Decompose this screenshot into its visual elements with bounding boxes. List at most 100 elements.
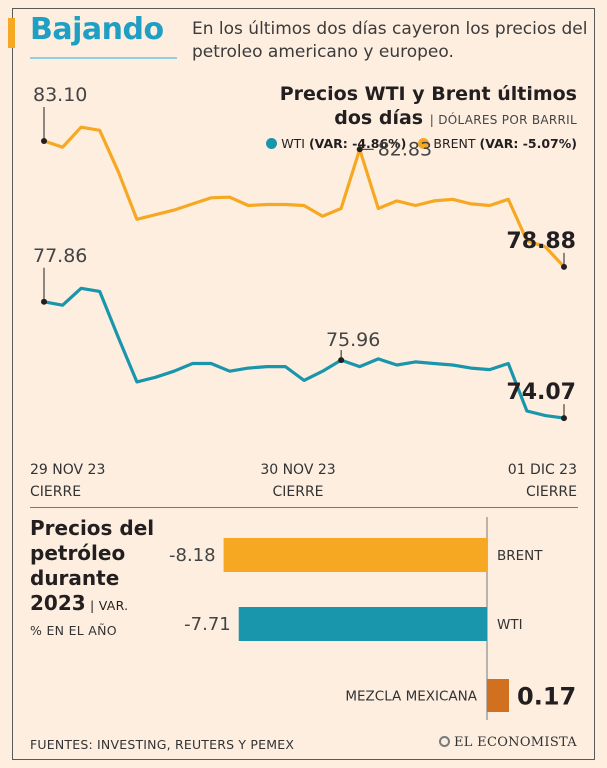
legend-wti-name: WTI <box>281 136 305 151</box>
point-brent-18 <box>377 207 380 210</box>
bar-0 <box>223 538 487 572</box>
publisher-logo: EL ECONOMISTA <box>439 735 577 750</box>
page-title: Bajando <box>30 12 164 47</box>
x-label-3: 01 DIC 23 CIERRE <box>508 459 577 503</box>
point-brent-21 <box>433 200 435 202</box>
x-label-3-sub: CIERRE <box>525 484 577 500</box>
annotation-wti-16: 75.96 <box>326 329 380 364</box>
legend-item-wti: WTI (VAR: -4.86%) <box>266 136 410 151</box>
bar-category-label-2: MEZCLA MEXICANA <box>345 689 477 705</box>
point-brent-19 <box>396 200 398 202</box>
point-brent-2 <box>80 126 82 128</box>
x-label-1-sub: CIERRE <box>30 484 82 500</box>
annotation-wti-28: 74.07 <box>506 380 576 422</box>
chart-legend: WTI (VAR: -4.86%) BRENT (VAR: -5.07%) <box>258 136 577 151</box>
point-wti-21 <box>433 362 435 365</box>
point-brent-14 <box>303 204 305 207</box>
annotation-brent-0: 83.10 <box>33 84 87 145</box>
point-wti-7 <box>173 370 175 373</box>
line-chart-title-text: Precios WTI y Brent últimos dos días <box>279 83 577 129</box>
point-wti-15 <box>321 370 324 373</box>
point-brent-8 <box>191 203 194 205</box>
section-divider <box>30 507 578 508</box>
point-wti-5 <box>136 381 138 383</box>
annotation-label: 74.07 <box>506 380 576 405</box>
point-brent-1 <box>61 146 64 148</box>
x-label-3-date: 01 DIC 23 <box>507 462 577 478</box>
wti-legend-dot <box>266 138 278 149</box>
point-wti-10 <box>228 370 231 373</box>
point-wti-24 <box>488 368 491 371</box>
point-wti-23 <box>470 367 472 369</box>
point-wti-3 <box>98 290 101 293</box>
x-label-2-date: 30 NOV 23 <box>260 462 336 478</box>
point-brent-25 <box>507 198 510 201</box>
point-brent-26 <box>526 239 528 242</box>
point-wti-17 <box>358 365 361 368</box>
point-wti-26 <box>526 410 528 412</box>
bar-group-2: 0.17 MEZCLA MEXICANA <box>345 679 576 712</box>
bar-chart-unit-line2: % EN EL AÑO <box>30 623 117 638</box>
x-label-2: 30 NOV 23 CIERRE <box>256 459 340 503</box>
sources-footer: FUENTES: INVESTING, REUTERS Y PEMEX <box>30 737 295 752</box>
point-wti-12 <box>266 365 268 368</box>
line-chart-unit: | DÓLARES POR BARRIL <box>429 113 577 127</box>
x-label-2-sub: CIERRE <box>272 484 324 500</box>
bar-value-label-1: -7.71 <box>184 614 231 635</box>
point-brent-23 <box>470 203 472 205</box>
annotation-label: 83.10 <box>33 84 87 106</box>
point-brent-7 <box>173 209 175 211</box>
point-wti-27 <box>544 414 547 417</box>
logo-mark-icon <box>439 736 451 747</box>
point-brent-27 <box>544 246 547 248</box>
point-wti-22 <box>451 364 454 366</box>
infographic-frame <box>12 8 595 760</box>
point-brent-10 <box>228 196 231 198</box>
point-brent-13 <box>284 203 287 206</box>
point-brent-11 <box>247 204 250 207</box>
annotation-brent-17: 82.83 <box>356 138 432 160</box>
annotation-label: 82.83 <box>378 138 432 160</box>
annotation-wti-0: 77.86 <box>33 245 87 305</box>
point-wti-8 <box>191 362 194 365</box>
bar-category-label-0: BRENT <box>497 548 543 564</box>
point-wti-20 <box>414 361 417 363</box>
annotation-label: 77.86 <box>33 245 87 267</box>
annotation-label: 78.88 <box>506 229 576 254</box>
point-wti-13 <box>284 365 287 368</box>
price-line-chart: 83.10 82.83 78.88 77.86 75.96 74.07 <box>33 84 576 422</box>
legend-brent-name: BRENT <box>433 136 476 151</box>
bar-group-1: -7.71 WTI <box>184 607 523 641</box>
point-brent-15 <box>321 215 324 217</box>
bar-1 <box>238 607 487 641</box>
point-wti-11 <box>247 367 250 369</box>
point-wti-9 <box>210 362 212 365</box>
annotation-label: 75.96 <box>326 329 380 351</box>
point-brent-16 <box>340 207 342 210</box>
x-label-1: 29 NOV 23 CIERRE <box>30 459 105 503</box>
legend-item-brent: BRENT (VAR: -5.07%) <box>418 136 577 151</box>
bar-value-label-0: -8.18 <box>169 545 216 566</box>
bar-group-0: -8.18 BRENT <box>169 538 543 572</box>
point-wti-18 <box>377 358 380 360</box>
point-wti-2 <box>80 287 82 290</box>
point-wti-6 <box>154 376 157 379</box>
title-accent-bar <box>8 18 15 48</box>
title-underline <box>30 57 177 59</box>
bar-value-label-2: 0.17 <box>517 683 576 711</box>
brent-legend-dot <box>418 138 430 149</box>
annotation-brent-28: 78.88 <box>506 229 576 270</box>
bar-2 <box>487 679 509 712</box>
bar-chart-title: Precios del petróleo durante 2023 | VAR. <box>30 516 180 618</box>
logo-text: EL ECONOMISTA <box>454 735 577 750</box>
point-brent-22 <box>451 198 454 201</box>
point-wti-14 <box>303 379 305 382</box>
page-subtitle: En los últimos dos días cayeron los prec… <box>192 19 588 62</box>
point-wti-4 <box>117 336 120 339</box>
point-brent-20 <box>414 204 417 207</box>
point-brent-5 <box>136 218 138 221</box>
point-brent-3 <box>98 129 101 132</box>
bar-chart-unit-line1: | VAR. <box>85 598 129 613</box>
x-label-1-date: 29 NOV 23 <box>30 462 106 478</box>
